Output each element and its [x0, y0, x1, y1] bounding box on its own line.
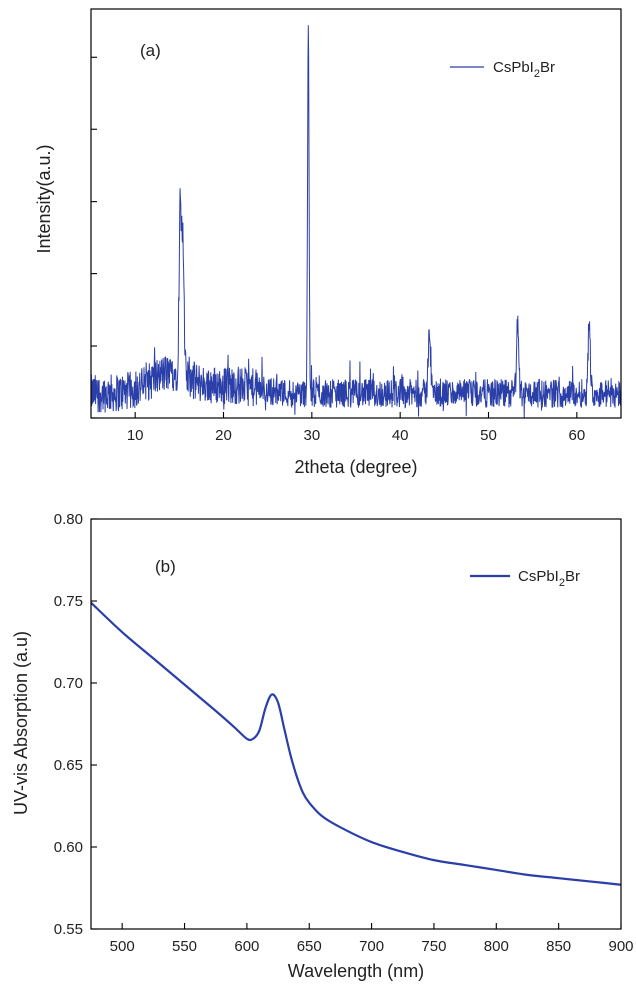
- panel-b-y-tick-label: 0.75: [54, 593, 83, 610]
- panel-b-y-tick-label: 0.70: [54, 675, 83, 692]
- panel-a-x-tick-label: 60: [568, 427, 585, 444]
- panel-a-y-axis-title: Intensity(a.u.): [34, 144, 54, 253]
- panel-b-legend-label: CsPbI2Br: [518, 568, 580, 589]
- panel-a-x-tick-label: 50: [480, 427, 497, 444]
- panel-b-axes: [90, 518, 622, 930]
- panel-a-plot-area: [90, 25, 622, 419]
- panel-a-x-axis-title: 2theta (degree): [294, 457, 417, 477]
- panel-a-x-tick-label: 40: [392, 427, 409, 444]
- panel-b-y-tick-label: 0.65: [54, 757, 83, 774]
- panel-b-x-tick-label: 600: [234, 938, 259, 955]
- panel-a-x-tick-label: 10: [127, 427, 144, 444]
- panel-b-legend: CsPbI2Br: [470, 568, 580, 589]
- panel-b-y-tick-label: 0.55: [54, 921, 83, 938]
- panel-a-ticks: 10 20 30 40 50 60: [91, 56, 585, 444]
- panel-b-x-tick-label: 700: [359, 938, 384, 955]
- panel-a-x-tick-label: 20: [215, 427, 232, 444]
- panel-a-label: (a): [140, 41, 161, 60]
- panel-b-x-tick-label: 750: [421, 938, 446, 955]
- panel-b-y-tick-label: 0.60: [54, 839, 83, 856]
- panel-b-ticks: 500 550 600 650 700 750 800 850 900 0.55 0.60 0.65 0…: [54, 511, 634, 955]
- panel-b-uvvis-chart: (b) 500 550 600 650 700 750 800 850 900 0.55 0.60 0…: [11, 511, 634, 981]
- panel-b-y-tick-label: 0.80: [54, 511, 83, 528]
- panel-b-x-axis-title: Wavelength (nm): [288, 961, 424, 981]
- panel-a-frame: [90, 8, 622, 419]
- panel-b-y-axis-title: UV-vis Absorption (a.u): [11, 631, 31, 815]
- panel-a-xrd-chart: (a) 10 20 30 40 50 60 2theta (degree) Intensi…: [34, 8, 622, 477]
- panel-a-axes: [90, 8, 622, 419]
- panel-b-x-tick-label: 800: [484, 938, 509, 955]
- panel-b-plot-area: [90, 601, 622, 886]
- panel-b-x-tick-label: 500: [110, 938, 135, 955]
- panel-b-series-line: [90, 601, 622, 886]
- panel-a-legend: CsPbI2Br: [450, 59, 555, 80]
- panel-b-x-tick-label: 850: [546, 938, 571, 955]
- panel-b-label: (b): [155, 557, 176, 576]
- panel-b-frame: [90, 518, 622, 930]
- panel-b-x-tick-label: 550: [172, 938, 197, 955]
- panel-b-x-tick-label: 900: [608, 938, 633, 955]
- panel-b-x-tick-label: 650: [297, 938, 322, 955]
- panel-a-x-tick-label: 30: [303, 427, 320, 444]
- panel-a-series-line: [90, 25, 622, 419]
- panel-a-legend-label: CsPbI2Br: [493, 59, 555, 80]
